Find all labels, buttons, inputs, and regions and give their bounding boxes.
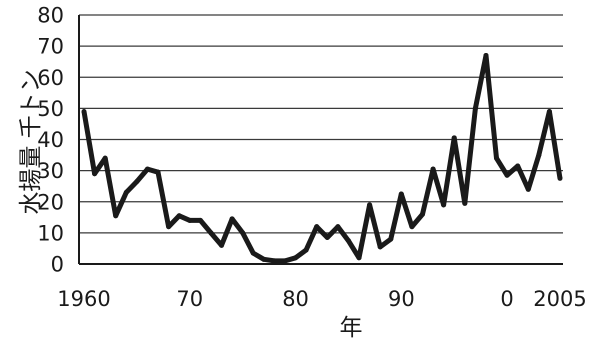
data-point-1982: [314, 224, 320, 230]
data-point-1990: [398, 191, 404, 197]
y-tick-label: 30: [37, 159, 64, 183]
data-point-2000: [504, 172, 510, 178]
data-point-2002: [525, 186, 531, 192]
data-point-1998: [483, 52, 489, 58]
data-point-1985: [345, 238, 351, 244]
data-point-1995: [451, 135, 457, 141]
data-point-1962: [102, 155, 108, 161]
y-tick-labels: 0 10 20 30 40 50 60 70 80: [37, 4, 64, 277]
data-point-1978: [271, 258, 277, 264]
data-point-1968: [166, 224, 172, 230]
data-point-1999: [494, 155, 500, 161]
data-point-1974: [229, 216, 235, 222]
data-point-1976: [250, 250, 256, 256]
y-tick-label: 70: [37, 35, 64, 59]
data-point-1966: [144, 166, 150, 172]
data-point-2001: [515, 163, 521, 169]
x-tick-label: 80: [282, 287, 309, 311]
data-point-1977: [261, 256, 267, 262]
data-point-1979: [282, 258, 288, 264]
data-point-1969: [176, 213, 182, 219]
data-point-1992: [419, 211, 425, 217]
data-point-1989: [388, 236, 394, 242]
data-point-1963: [113, 213, 119, 219]
y-axis-title: 水揚量 千トン: [18, 69, 44, 214]
y-tick-label: 60: [37, 66, 64, 90]
data-point-1991: [409, 224, 415, 230]
x-tick-label: 90: [388, 287, 415, 311]
data-point-2003: [536, 152, 542, 158]
data-point-1994: [441, 202, 447, 208]
data-point-1980: [293, 255, 299, 261]
x-tick-label: 70: [176, 287, 203, 311]
x-tick-label: 1960: [57, 287, 110, 311]
data-point-1961: [92, 171, 98, 177]
data-point-1967: [155, 169, 161, 175]
data-point-1987: [367, 202, 373, 208]
data-point-1973: [219, 242, 225, 248]
data-points: [81, 52, 563, 264]
data-point-1972: [208, 230, 214, 236]
data-point-1960: [81, 108, 87, 114]
x-tick-label: 2005: [533, 287, 586, 311]
data-point-1971: [197, 217, 203, 223]
data-point-2004: [546, 108, 552, 114]
y-tick-label: 10: [37, 221, 64, 245]
data-point-1988: [377, 244, 383, 250]
data-point-1993: [430, 166, 436, 172]
data-point-1975: [240, 230, 246, 236]
gridlines: [78, 14, 563, 265]
data-point-1996: [462, 200, 468, 206]
y-tick-label: 20: [37, 190, 64, 214]
y-tick-label: 80: [37, 4, 64, 28]
x-tick-label: 0: [500, 287, 513, 311]
data-point-1970: [187, 217, 193, 223]
x-tick-labels: 1960 70 80 90 0 2005: [57, 287, 586, 311]
y-tick-label: 0: [51, 253, 64, 277]
y-tick-label: 40: [37, 128, 64, 152]
data-point-1986: [356, 255, 362, 261]
data-point-1965: [134, 179, 140, 185]
data-point-1964: [123, 189, 129, 195]
data-point-1984: [335, 224, 341, 230]
data-point-1997: [472, 105, 478, 111]
series-line: [81, 53, 563, 264]
data-point-1981: [303, 247, 309, 253]
data-point-2005: [557, 175, 563, 181]
data-point-1983: [324, 235, 330, 241]
x-axis-title: 年: [340, 315, 363, 341]
y-tick-label: 50: [37, 97, 64, 121]
